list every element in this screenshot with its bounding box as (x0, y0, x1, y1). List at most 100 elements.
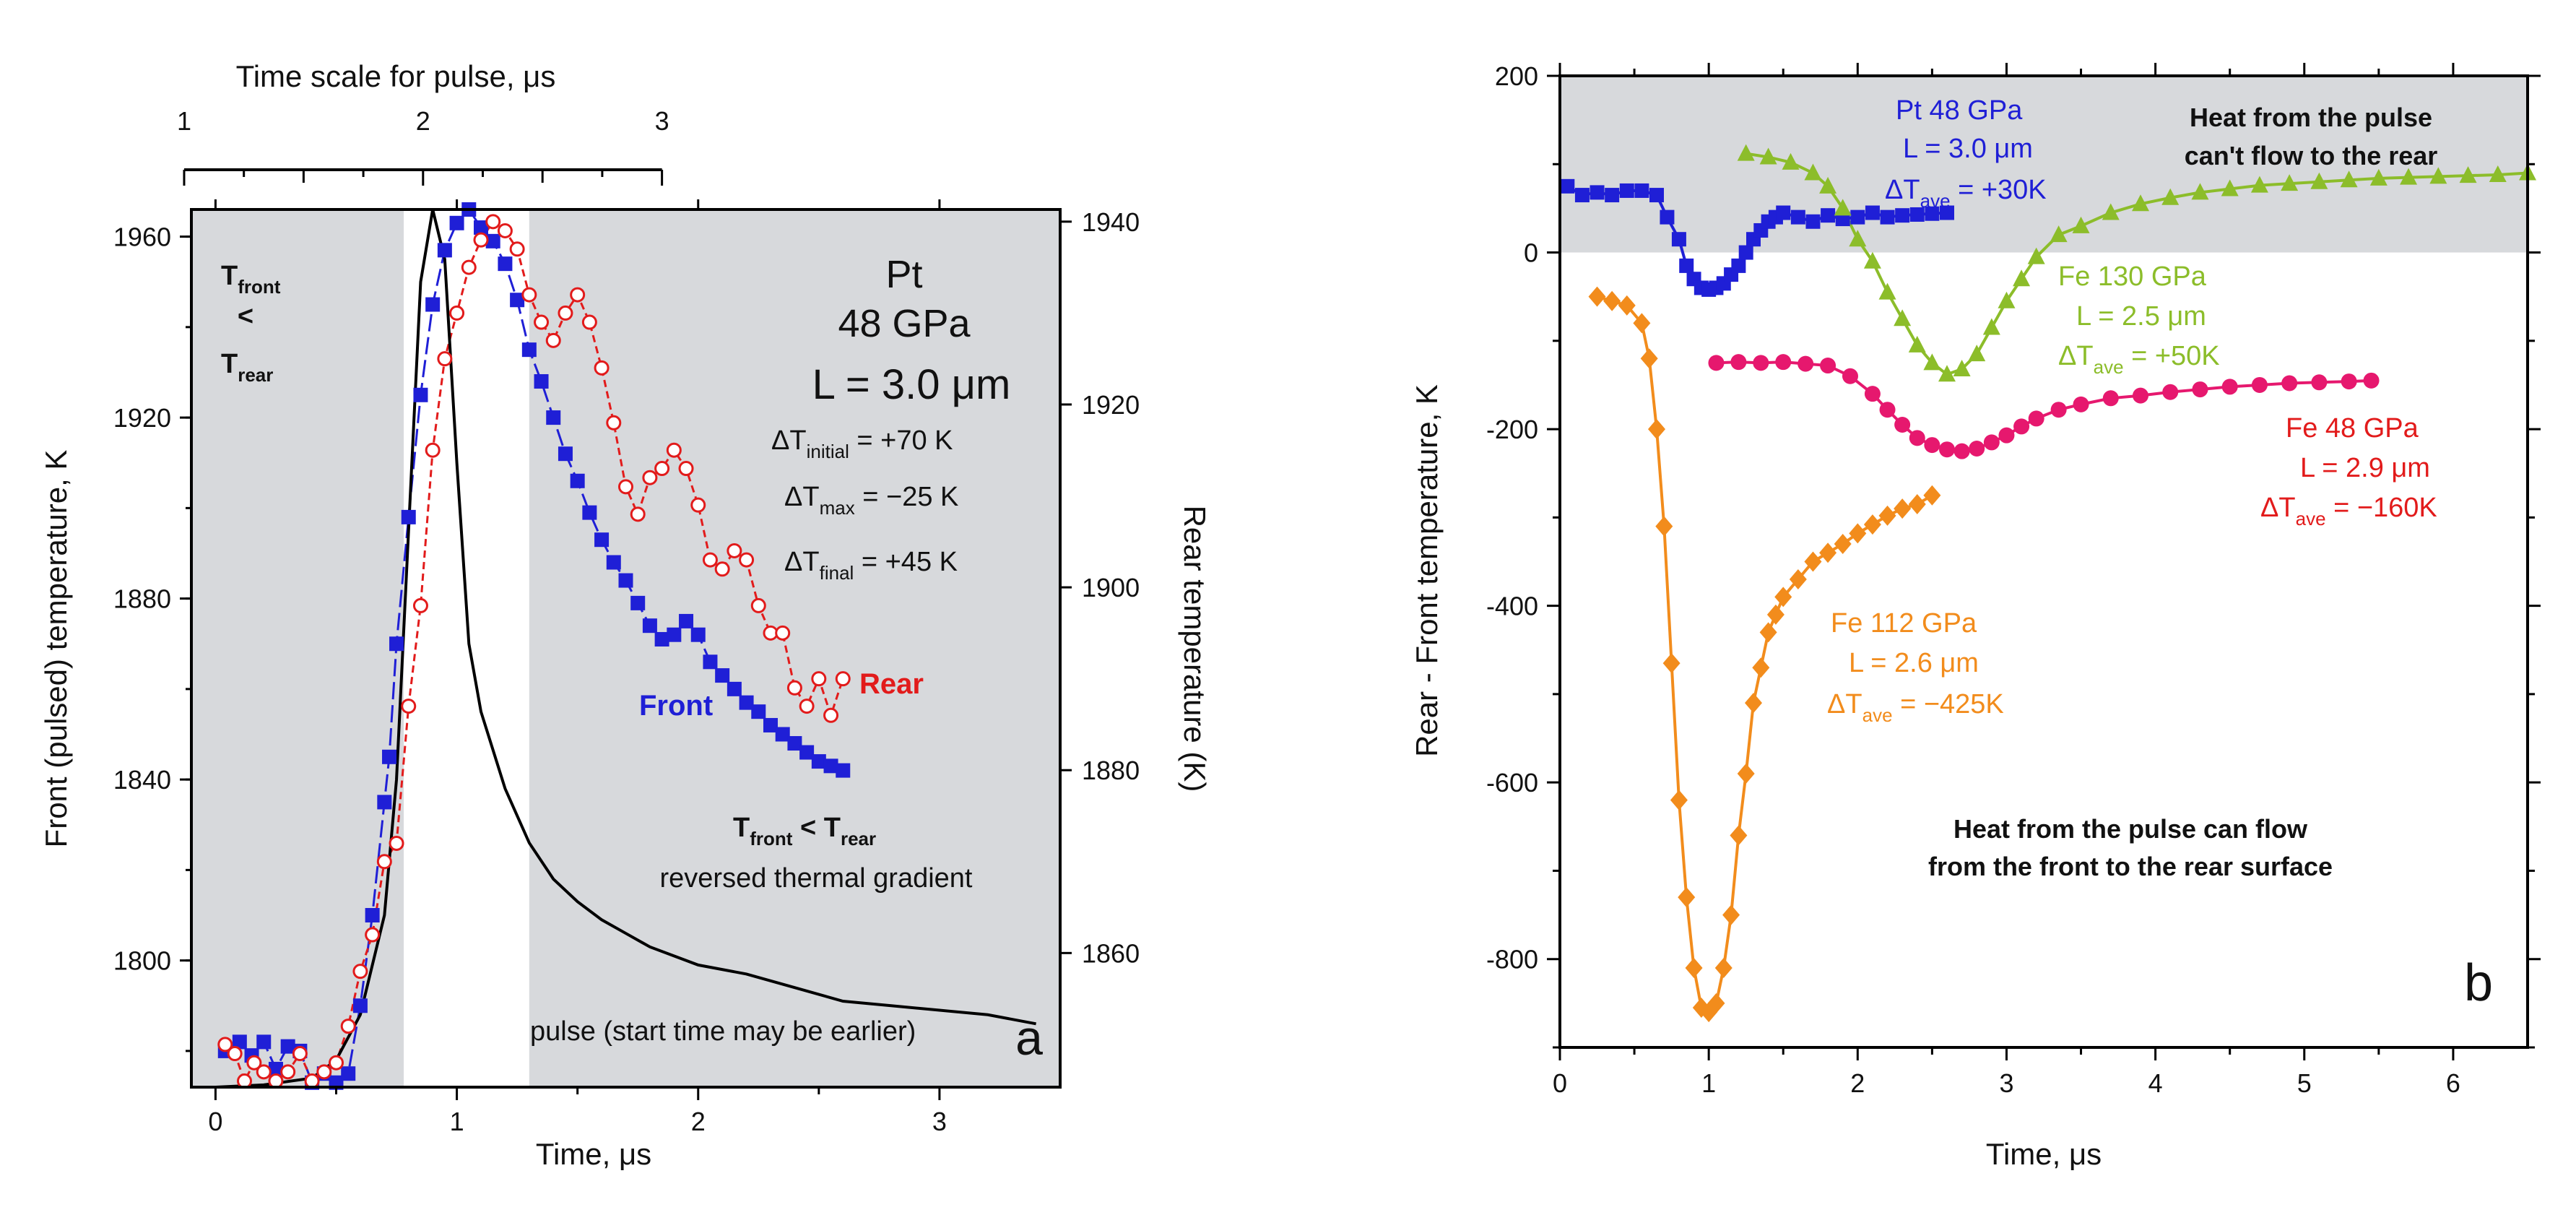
x-tick-label: 0 (208, 1107, 222, 1136)
pt-48-gpa-data-point (1738, 245, 1753, 260)
rear-data-point (304, 1073, 320, 1089)
pt-48-gpa-data-point (1909, 207, 1925, 222)
pt-label-line-3: ΔTave = +30K (1885, 175, 2047, 212)
front-data-point (836, 763, 851, 778)
pt-48-gpa-data-point (1880, 209, 1895, 225)
fe-112-gpa-data-point (1789, 568, 1807, 589)
y2-tick-label: 1920 (1082, 390, 1140, 420)
pt-48-gpa-data-point (1776, 205, 1791, 220)
fe-48-gpa-data-point (1939, 441, 1955, 458)
fe-48-gpa-data-point (1998, 427, 2015, 444)
fe-48-gpa-data-point (1924, 437, 1940, 454)
fe-130-gpa-data-point (2281, 174, 2299, 191)
fe-48-gpa-data-point (2102, 390, 2119, 407)
rear-label: Rear (859, 668, 924, 700)
fe-48-gpa-data-point (1909, 430, 1925, 446)
top-note-line-2: can't flow to the rear (2185, 141, 2438, 170)
x-tick-label: 3 (932, 1107, 947, 1136)
y-ticks-a: 1800 1840 1880 1920 1960 (113, 222, 191, 1052)
x-tick-label: 5 (2297, 1068, 2312, 1098)
front-data-point (268, 1061, 283, 1076)
fe-112-gpa-data-point (1849, 523, 1867, 544)
y-tick-label: -200 (1486, 415, 1538, 444)
front-data-point (787, 736, 802, 751)
rear-data-point (786, 680, 802, 696)
fe-130-gpa-data-point (1782, 152, 1800, 170)
rear-data-point (437, 351, 453, 367)
front-data-point (679, 613, 694, 628)
pt-48-gpa-data-point (1590, 185, 1605, 200)
fe-112-gpa-data-point (1730, 825, 1748, 846)
rear-data-point (237, 1073, 253, 1089)
panel-b: 0 1 2 3 4 5 6 -800 -600 -400 -200 0 200 Time, μs Re… (1410, 61, 2541, 1171)
rear-data-point (365, 927, 381, 943)
fe-48-gpa-series-line (1716, 360, 2372, 453)
rear-data-point (642, 470, 658, 485)
fe-112-gpa-data-point (1685, 957, 1703, 978)
front-data-point (582, 505, 597, 520)
front-data-point (618, 573, 633, 588)
fe-112-gpa-data-point (1894, 498, 1912, 519)
fe-130-gpa-data-point (2310, 172, 2328, 189)
x-tick-label: 3 (1999, 1068, 2013, 1098)
fe-130-gpa-data-point (2027, 247, 2045, 264)
y-tick-label: 1920 (113, 403, 171, 433)
front-data-point (510, 293, 525, 308)
fe112-label-line-2: L = 2.6 μm (1849, 648, 1979, 678)
front-data-point (425, 297, 441, 312)
front-data-point (437, 243, 452, 258)
rear-data-point (509, 241, 525, 257)
rear-data-point (329, 1055, 344, 1071)
rear-data-point (690, 497, 706, 513)
front-data-point (352, 998, 368, 1013)
front-data-point (413, 387, 428, 402)
front-data-point (690, 627, 706, 642)
rear-data-point (727, 542, 742, 558)
rear-data-point (594, 360, 610, 376)
fe130-label-line-2: L = 2.5 μm (2076, 301, 2206, 332)
rear-data-point (389, 835, 404, 851)
fe-112-gpa-data-point (1588, 286, 1606, 307)
fe-130-gpa-data-point (1894, 309, 1912, 327)
fe-112-gpa-data-point (1923, 485, 1941, 506)
fe-130-gpa-data-point (2369, 168, 2388, 186)
thickness-label: L = 3.0 μm (812, 361, 1011, 408)
x-tick-label: 2 (691, 1107, 706, 1136)
bottom-note-line-2: from the front to the rear surface (1928, 852, 2333, 881)
fe-130-gpa-data-point (1819, 176, 1837, 194)
shaded-region-top (1560, 76, 2528, 253)
front-data-point (485, 233, 500, 248)
front-data-point (401, 509, 416, 524)
front-data-point (280, 1039, 295, 1054)
fe-130-gpa-data-point (1834, 199, 1852, 216)
front-data-point (642, 618, 657, 634)
rear-data-point (217, 1037, 233, 1052)
front-data-point (727, 681, 742, 696)
rear-data-point (461, 259, 477, 275)
rear-data-point (750, 597, 766, 613)
pt-48-gpa-data-point (1850, 209, 1865, 225)
y-tick-label: -400 (1486, 592, 1538, 621)
t-front-rear-note: Tfront < Trear (733, 813, 876, 849)
fe-112-gpa-data-point (1745, 693, 1762, 714)
fe-130-gpa-data-point (2191, 183, 2209, 200)
fe-130-gpa-data-point (1759, 147, 1777, 165)
rear-data-point (376, 854, 392, 870)
rear-data-point (227, 1046, 243, 1062)
y-axis-label-a: Front (pulsed) temperature, K (39, 450, 73, 848)
fe-130-gpa-data-point (2072, 216, 2090, 233)
x-ticks-b: 0 1 2 3 4 5 6 (1553, 63, 2460, 1098)
rear-data-point (702, 552, 718, 568)
fe-48-gpa-data-point (2028, 410, 2044, 427)
front-data-point (775, 727, 790, 742)
fe-130-gpa-data-point (2161, 188, 2180, 205)
fe-112-gpa-data-point (1714, 957, 1732, 978)
pt-48-gpa-data-point (1660, 209, 1675, 225)
front-data-point (763, 717, 778, 732)
front-data-point (341, 1066, 356, 1081)
fe-130-gpa-data-point (2221, 179, 2239, 196)
pressure-label: 48 GPa (838, 302, 971, 345)
fe-48-gpa-data-point (1730, 354, 1747, 371)
front-data-point (546, 410, 561, 425)
